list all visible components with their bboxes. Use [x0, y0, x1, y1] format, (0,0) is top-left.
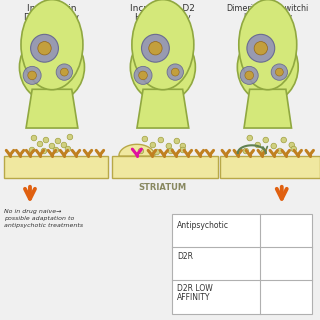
Circle shape	[150, 142, 156, 148]
Circle shape	[38, 42, 51, 55]
Circle shape	[291, 146, 297, 152]
Ellipse shape	[239, 0, 297, 90]
Circle shape	[243, 148, 249, 154]
Circle shape	[158, 137, 164, 143]
Text: Increase in: Increase in	[27, 4, 77, 13]
Circle shape	[149, 42, 162, 55]
Ellipse shape	[237, 32, 298, 102]
Text: D2R: D2R	[177, 252, 193, 261]
Bar	[112, 156, 218, 178]
Circle shape	[60, 68, 68, 76]
Text: No in drug naive→: No in drug naive→	[4, 209, 61, 214]
Text: D2R density: D2R density	[24, 13, 79, 22]
Text: possible adaptation to: possible adaptation to	[4, 216, 74, 221]
Circle shape	[271, 64, 288, 80]
Circle shape	[53, 147, 59, 153]
Circle shape	[261, 149, 267, 155]
Ellipse shape	[132, 0, 194, 90]
Circle shape	[240, 66, 258, 84]
Circle shape	[134, 66, 152, 84]
Text: antipsychotic treatments: antipsychotic treatments	[4, 223, 83, 228]
Bar	[4, 156, 108, 178]
Circle shape	[167, 64, 183, 80]
Text: Increase in D2: Increase in D2	[131, 4, 195, 13]
Circle shape	[55, 138, 61, 144]
Circle shape	[49, 143, 55, 149]
Circle shape	[29, 147, 35, 153]
Bar	[220, 156, 320, 178]
Circle shape	[65, 146, 71, 152]
Circle shape	[276, 68, 283, 76]
Circle shape	[174, 138, 180, 144]
Circle shape	[289, 142, 294, 148]
Circle shape	[67, 134, 73, 140]
Bar	[172, 214, 312, 314]
Circle shape	[139, 71, 147, 80]
Text: high affinity: high affinity	[244, 13, 292, 22]
Polygon shape	[137, 89, 189, 128]
Ellipse shape	[21, 0, 83, 90]
Circle shape	[263, 137, 268, 143]
Circle shape	[43, 137, 49, 143]
Circle shape	[247, 135, 252, 141]
Circle shape	[247, 34, 275, 62]
Circle shape	[141, 34, 169, 62]
Circle shape	[138, 148, 144, 154]
Text: High affinity: High affinity	[135, 13, 191, 22]
Circle shape	[180, 143, 186, 149]
Polygon shape	[244, 89, 292, 128]
Circle shape	[37, 141, 43, 147]
Text: STRIATUM: STRIATUM	[139, 183, 187, 192]
Ellipse shape	[20, 32, 84, 102]
Circle shape	[31, 135, 37, 141]
Circle shape	[166, 143, 172, 149]
Ellipse shape	[130, 32, 196, 102]
Text: D2R LOW: D2R LOW	[177, 284, 212, 293]
Circle shape	[142, 136, 148, 142]
Circle shape	[31, 34, 59, 62]
Circle shape	[254, 42, 268, 55]
Circle shape	[255, 142, 260, 148]
Polygon shape	[119, 144, 155, 156]
Text: Dimerization-switchi: Dimerization-switchi	[227, 4, 309, 13]
Circle shape	[171, 68, 179, 76]
Circle shape	[61, 142, 67, 148]
Circle shape	[180, 147, 186, 153]
Circle shape	[271, 143, 276, 149]
Circle shape	[245, 71, 253, 80]
Circle shape	[168, 148, 174, 154]
Circle shape	[277, 148, 283, 154]
Text: Antipsychotic: Antipsychotic	[177, 221, 229, 230]
Circle shape	[154, 149, 160, 155]
Text: AFFINITY: AFFINITY	[177, 293, 210, 302]
Circle shape	[41, 148, 47, 154]
Circle shape	[28, 71, 36, 80]
Circle shape	[23, 66, 41, 84]
Circle shape	[281, 137, 286, 143]
Circle shape	[56, 64, 73, 80]
Polygon shape	[26, 89, 78, 128]
